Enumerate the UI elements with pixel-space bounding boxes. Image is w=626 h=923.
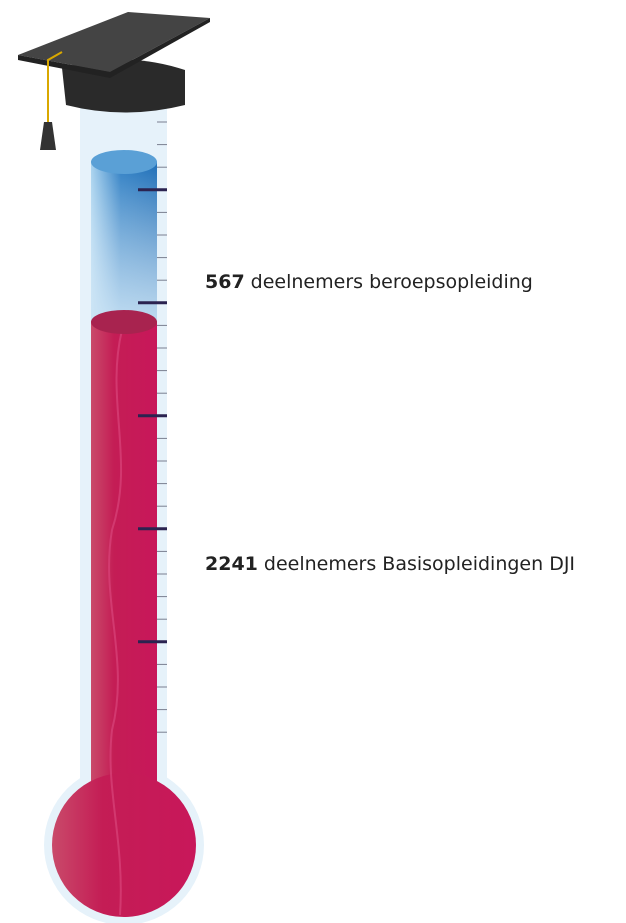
segment-value: 2241	[205, 553, 258, 575]
graduation-cap	[18, 12, 210, 150]
segment-text: deelnemers beroepsopleiding	[251, 271, 533, 293]
segment-label: 567 deelnemers beroepsopleiding	[205, 271, 533, 293]
segment-value: 567	[205, 271, 245, 293]
red-liquid	[52, 310, 196, 917]
segment-label: 2241 deelnemers Basisopleidingen DJI	[205, 553, 575, 575]
blue-liquid	[91, 150, 157, 322]
segment-text: deelnemers Basisopleidingen DJI	[264, 553, 575, 575]
scale-ticks	[138, 121, 167, 733]
